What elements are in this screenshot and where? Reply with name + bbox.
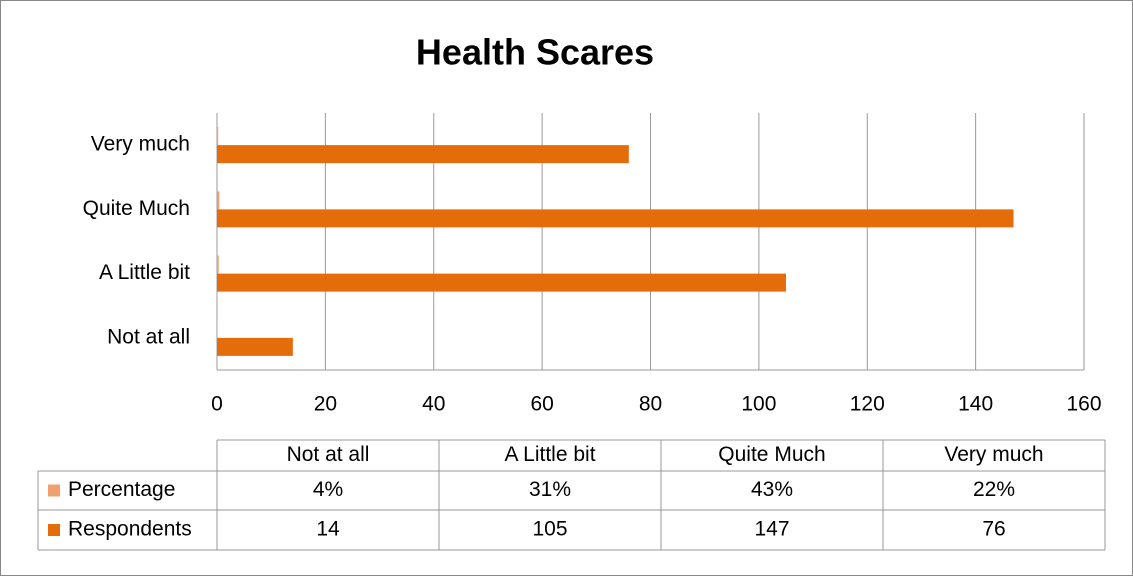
legend-key — [48, 484, 60, 497]
x-tick-label: 120 — [850, 393, 885, 416]
x-tick-label: 140 — [958, 393, 993, 416]
legend-label: Percentage — [68, 478, 175, 501]
table-header: Very much — [944, 443, 1043, 466]
bar — [217, 255, 219, 274]
table-cell: 76 — [982, 518, 1005, 541]
table-cell: 43% — [751, 478, 793, 501]
bar — [217, 191, 220, 210]
table-header: Not at all — [287, 443, 370, 466]
y-tick-label: Not at all — [107, 325, 190, 348]
table-header: Quite Much — [718, 443, 825, 466]
bar — [217, 209, 1014, 228]
bar — [217, 145, 629, 164]
table-cell: 31% — [529, 478, 571, 501]
x-tick-label: 60 — [530, 393, 553, 416]
legend-key — [48, 524, 60, 536]
bar — [217, 273, 786, 292]
chart-title: Health Scares — [416, 32, 654, 73]
table-cell: 147 — [754, 518, 789, 541]
bar — [217, 127, 219, 146]
legend-label: Respondents — [68, 518, 192, 541]
x-tick-label: 0 — [211, 393, 223, 416]
x-tick-label: 20 — [314, 393, 337, 416]
y-tick-label: Quite Much — [83, 197, 190, 220]
table-cell: 105 — [532, 518, 567, 541]
x-tick-label: 100 — [741, 393, 776, 416]
table-cell: 4% — [313, 478, 343, 501]
x-tick-label: 160 — [1066, 393, 1101, 416]
table-cell: 14 — [316, 518, 340, 541]
y-tick-label: Very much — [91, 133, 190, 156]
x-tick-label: 40 — [422, 393, 445, 416]
table-cell: 22% — [973, 478, 1015, 501]
bar — [217, 337, 293, 356]
y-tick-label: A Little bit — [99, 261, 190, 284]
table-header: A Little bit — [504, 443, 595, 466]
x-tick-label: 80 — [639, 393, 662, 416]
